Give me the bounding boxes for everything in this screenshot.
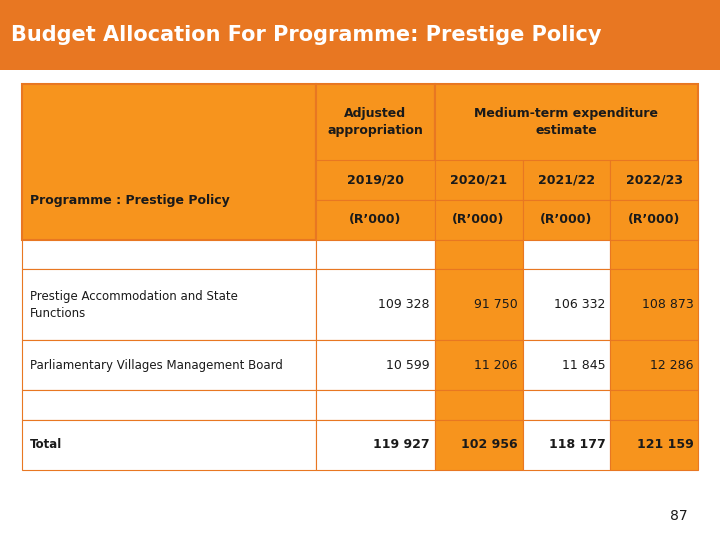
Bar — [611, 390, 698, 420]
Bar — [316, 269, 435, 340]
Text: Medium-term expenditure
estimate: Medium-term expenditure estimate — [474, 107, 659, 137]
Text: 2019/20: 2019/20 — [347, 174, 404, 187]
Text: 2021/22: 2021/22 — [538, 174, 595, 187]
Text: 121 159: 121 159 — [636, 438, 693, 451]
Bar — [316, 200, 435, 240]
Text: 118 177: 118 177 — [549, 438, 606, 451]
Text: 106 332: 106 332 — [554, 298, 606, 311]
Bar — [435, 84, 698, 240]
Text: 109 328: 109 328 — [378, 298, 430, 311]
Bar — [316, 340, 435, 390]
Text: Budget Allocation For Programme: Prestige Policy: Budget Allocation For Programme: Prestig… — [11, 25, 601, 45]
Bar — [0, 0, 720, 70]
Bar — [611, 340, 698, 390]
Bar — [611, 200, 698, 240]
Text: 108 873: 108 873 — [642, 298, 693, 311]
Text: (R’000): (R’000) — [540, 213, 593, 226]
Text: (R’000): (R’000) — [452, 213, 505, 226]
Bar — [22, 420, 316, 470]
Text: 91 750: 91 750 — [474, 298, 518, 311]
Bar — [611, 420, 698, 470]
Bar — [316, 420, 435, 470]
Bar — [523, 160, 611, 200]
Bar — [316, 84, 435, 240]
Bar — [22, 84, 316, 240]
Text: 102 956: 102 956 — [461, 438, 518, 451]
Text: Programme : Prestige Policy: Programme : Prestige Policy — [30, 193, 230, 207]
Bar — [611, 240, 698, 269]
Text: Prestige Accommodation and State
Functions: Prestige Accommodation and State Functio… — [30, 289, 238, 320]
Text: 12 286: 12 286 — [650, 359, 693, 372]
Text: Adjusted
appropriation: Adjusted appropriation — [328, 107, 423, 137]
Text: Parliamentary Villages Management Board: Parliamentary Villages Management Board — [30, 359, 283, 372]
Bar — [22, 390, 316, 420]
Text: 11 845: 11 845 — [562, 359, 606, 372]
Bar — [435, 340, 523, 390]
Bar — [316, 390, 435, 420]
Bar — [523, 200, 611, 240]
Bar — [435, 240, 523, 269]
Bar — [435, 160, 523, 200]
Bar — [316, 240, 435, 269]
Bar — [22, 340, 316, 390]
Bar — [523, 240, 611, 269]
Text: 10 599: 10 599 — [386, 359, 430, 372]
Text: (R’000): (R’000) — [629, 213, 680, 226]
Text: 11 206: 11 206 — [474, 359, 518, 372]
Bar — [523, 340, 611, 390]
Text: Total: Total — [30, 438, 63, 451]
Bar — [435, 200, 523, 240]
Bar — [611, 269, 698, 340]
Bar — [435, 269, 523, 340]
Bar — [523, 269, 611, 340]
Bar — [435, 390, 523, 420]
Bar — [435, 420, 523, 470]
Bar — [22, 240, 316, 269]
Bar — [22, 269, 316, 340]
Text: 87: 87 — [670, 509, 688, 523]
Bar — [316, 160, 435, 200]
Text: 119 927: 119 927 — [373, 438, 430, 451]
Bar — [523, 390, 611, 420]
Text: (R’000): (R’000) — [349, 213, 402, 226]
Text: 2022/23: 2022/23 — [626, 174, 683, 187]
Bar — [611, 160, 698, 200]
Bar — [523, 420, 611, 470]
Text: 2020/21: 2020/21 — [450, 174, 507, 187]
